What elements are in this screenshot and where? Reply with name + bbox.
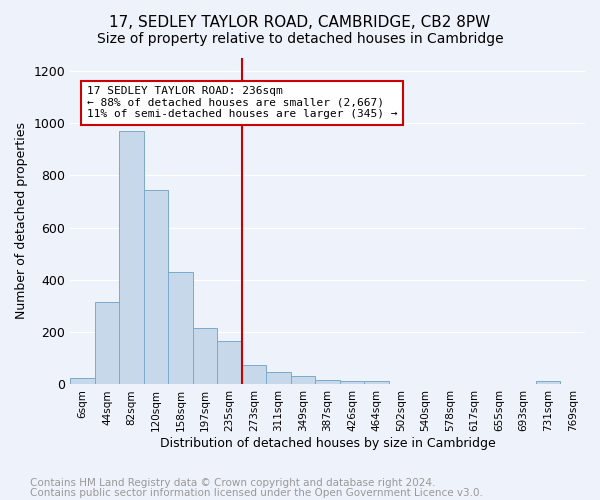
Text: Contains HM Land Registry data © Crown copyright and database right 2024.: Contains HM Land Registry data © Crown c… xyxy=(30,478,436,488)
Bar xyxy=(364,381,389,384)
Bar xyxy=(95,302,119,384)
Bar xyxy=(193,328,217,384)
Bar xyxy=(119,130,144,384)
Bar xyxy=(340,380,364,384)
Bar xyxy=(70,378,95,384)
Text: 17, SEDLEY TAYLOR ROAD, CAMBRIDGE, CB2 8PW: 17, SEDLEY TAYLOR ROAD, CAMBRIDGE, CB2 8… xyxy=(109,15,491,30)
Bar xyxy=(316,380,340,384)
Bar xyxy=(536,381,560,384)
Text: 17 SEDLEY TAYLOR ROAD: 236sqm
← 88% of detached houses are smaller (2,667)
11% o: 17 SEDLEY TAYLOR ROAD: 236sqm ← 88% of d… xyxy=(87,86,397,120)
X-axis label: Distribution of detached houses by size in Cambridge: Distribution of detached houses by size … xyxy=(160,437,496,450)
Y-axis label: Number of detached properties: Number of detached properties xyxy=(15,122,28,320)
Bar xyxy=(242,365,266,384)
Bar xyxy=(169,272,193,384)
Bar xyxy=(291,376,316,384)
Text: Size of property relative to detached houses in Cambridge: Size of property relative to detached ho… xyxy=(97,32,503,46)
Bar xyxy=(217,342,242,384)
Bar xyxy=(266,372,291,384)
Bar xyxy=(144,190,169,384)
Text: Contains public sector information licensed under the Open Government Licence v3: Contains public sector information licen… xyxy=(30,488,483,498)
